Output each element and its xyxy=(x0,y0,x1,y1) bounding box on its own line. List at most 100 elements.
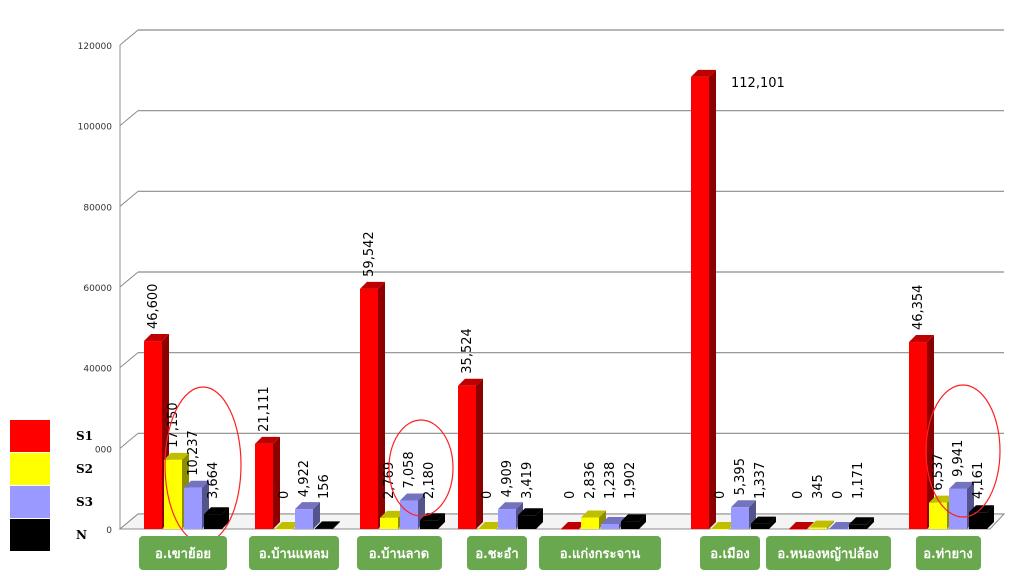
bar-side xyxy=(313,502,320,529)
gridline-side xyxy=(119,190,139,207)
bar-top xyxy=(789,522,814,529)
bar-S3 xyxy=(949,488,967,529)
data-label: 112,101 xyxy=(731,76,785,91)
data-label: 9,941 xyxy=(951,440,966,477)
bar-side xyxy=(536,508,543,529)
bar-S2 xyxy=(711,529,729,530)
bar-side xyxy=(222,507,229,529)
bar-N xyxy=(621,521,639,529)
bar-S3 xyxy=(184,487,202,529)
data-label: 3,664 xyxy=(206,462,221,499)
bar-top xyxy=(458,378,483,386)
bar-S3 xyxy=(400,500,418,529)
data-label: 1,902 xyxy=(623,462,638,499)
data-label: 4,922 xyxy=(297,460,312,497)
bar-S2 xyxy=(581,517,599,529)
data-label: 4,909 xyxy=(500,460,515,497)
data-label: 5,395 xyxy=(733,458,748,495)
bar-S2 xyxy=(929,502,947,529)
bar-top xyxy=(400,493,425,501)
legend-swatch xyxy=(10,420,50,452)
data-label: 2,836 xyxy=(583,462,598,499)
bar-top xyxy=(561,522,586,529)
category-label: อ.เขาย้อย xyxy=(139,536,227,570)
bar-side xyxy=(867,517,874,529)
bar-S1 xyxy=(909,342,927,529)
bar-side xyxy=(769,516,776,529)
data-label: 156 xyxy=(317,474,332,499)
bar-side xyxy=(476,378,483,529)
bar-S2 xyxy=(809,527,827,529)
data-label: 17,150 xyxy=(166,402,181,448)
y-tick-label: 100000 xyxy=(78,123,113,133)
data-label: 4,161 xyxy=(971,462,986,499)
bar-top xyxy=(601,517,626,525)
bar-top xyxy=(144,334,169,342)
category-label: อ.บ้านแหลม xyxy=(249,536,339,570)
data-label: 59,542 xyxy=(362,231,377,277)
data-label: 1,171 xyxy=(851,462,866,499)
data-label: 2,180 xyxy=(422,462,437,499)
category-label: อ.ท่ายาง xyxy=(915,536,981,570)
legend-label: N xyxy=(76,528,87,542)
bar-top xyxy=(315,521,340,529)
bar-side xyxy=(599,510,606,529)
bar-N xyxy=(204,514,222,529)
bar-top xyxy=(255,436,280,444)
data-label: 0 xyxy=(563,491,578,499)
bar-side xyxy=(378,281,385,529)
bar-N xyxy=(849,524,867,529)
data-label: 0 xyxy=(277,491,292,499)
bar-S1 xyxy=(789,529,807,530)
bar-S1 xyxy=(458,385,476,529)
bar-S1 xyxy=(561,529,579,530)
category-label: อ.เมือง xyxy=(700,536,760,570)
gridline-side xyxy=(119,352,139,369)
bar-S2 xyxy=(164,459,182,529)
category-label: อ.บ้านลาด xyxy=(356,536,442,570)
bar-S1 xyxy=(255,443,273,529)
y-tick-label: 120000 xyxy=(78,42,113,52)
data-label: 35,524 xyxy=(460,328,475,374)
bar-top xyxy=(498,502,523,510)
bar-S2 xyxy=(275,529,293,530)
bar-N xyxy=(751,523,769,529)
bar-top xyxy=(849,517,874,525)
bar-S1 xyxy=(144,341,162,529)
data-label: 1,238 xyxy=(603,462,618,499)
bar-top xyxy=(909,335,934,343)
legend-swatch xyxy=(10,486,50,518)
category-label: อ.ชะอำ xyxy=(467,536,527,570)
data-label: 7,058 xyxy=(402,451,417,488)
y-tick-label: 000 xyxy=(95,445,112,455)
bar-S2 xyxy=(478,529,496,530)
data-label: 1,337 xyxy=(753,462,768,499)
bar-S3 xyxy=(498,509,516,529)
category-label: อ.หนองหญ้าปล้อง xyxy=(765,536,891,570)
data-label: 10,237 xyxy=(186,430,201,476)
y-tick-label: 40000 xyxy=(83,365,112,375)
bar-side xyxy=(333,521,340,529)
y-tick-label: 80000 xyxy=(83,203,112,213)
gridline-side xyxy=(119,432,139,449)
data-label: 0 xyxy=(480,491,495,499)
bar-side xyxy=(273,436,280,529)
bar-top xyxy=(204,507,229,515)
legend-item: S1 xyxy=(10,420,93,452)
bar-side xyxy=(927,335,934,529)
bar-top xyxy=(380,510,405,518)
bar-S3 xyxy=(295,509,313,529)
data-label: 46,354 xyxy=(911,285,926,331)
bar-S3 xyxy=(601,524,619,529)
legend-item: N xyxy=(10,519,87,551)
data-label: 0 xyxy=(713,491,728,499)
bar-top xyxy=(581,510,606,518)
bar-N xyxy=(315,528,333,529)
bar-top xyxy=(184,480,209,488)
bar-top xyxy=(691,69,716,77)
bar-top xyxy=(751,516,776,524)
bar-top xyxy=(809,520,834,528)
legend-swatch xyxy=(10,519,50,551)
legend-label: S2 xyxy=(76,462,94,476)
